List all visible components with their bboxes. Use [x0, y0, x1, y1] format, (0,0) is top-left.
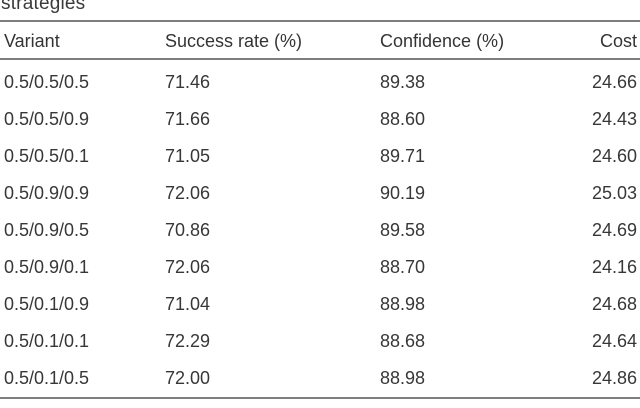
cell-confidence: 88.68	[380, 331, 426, 351]
cell-variant: 0.5/0.5/0.9	[4, 109, 90, 129]
cell-success-rate: 72.00	[165, 368, 211, 388]
column-header-success-rate: Success rate (%)	[165, 31, 303, 51]
cell-cost: 25.03	[592, 183, 638, 203]
cell-cost: 24.69	[592, 220, 638, 240]
cell-confidence: 90.19	[380, 183, 426, 203]
cell-success-rate: 71.66	[165, 109, 211, 129]
cell-variant: 0.5/0.5/0.5	[4, 72, 90, 92]
table-row: 0.5/0.9/0.9 72.06 90.19 25.03	[0, 175, 640, 212]
cell-confidence: 88.98	[380, 368, 426, 388]
cell-cost: 24.16	[592, 257, 638, 277]
table-row: 0.5/0.9/0.5 70.86 89.58 24.69	[0, 212, 640, 249]
cell-variant: 0.5/0.1/0.1	[4, 331, 90, 351]
cell-confidence: 89.71	[380, 146, 426, 166]
table-caption-text: strategies	[1, 0, 86, 14]
table-row: 0.5/0.9/0.1 72.06 88.70 24.16	[0, 249, 640, 286]
cell-success-rate: 72.06	[165, 183, 211, 203]
table-row: 0.5/0.5/0.9 71.66 88.60 24.43	[0, 101, 640, 138]
cell-variant: 0.5/0.5/0.1	[4, 146, 90, 166]
cell-cost: 24.86	[592, 368, 638, 388]
table-row: 0.5/0.1/0.5 72.00 88.98 24.86	[0, 360, 640, 397]
cell-variant: 0.5/0.1/0.9	[4, 294, 90, 314]
cell-variant: 0.5/0.9/0.1	[4, 257, 90, 277]
bottom-rule	[0, 397, 640, 399]
cell-confidence: 88.60	[380, 109, 426, 129]
cell-success-rate: 72.29	[165, 331, 211, 351]
cell-cost: 24.64	[592, 331, 638, 351]
cell-variant: 0.5/0.1/0.5	[4, 368, 90, 388]
paper-table-figure: strategies Variant Success rate (%) Conf…	[0, 0, 640, 399]
top-rule	[0, 20, 640, 22]
cell-cost: 24.66	[592, 72, 638, 92]
column-header-cost: Cost	[599, 31, 637, 51]
table-row: 0.5/0.5/0.5 71.46 89.38 24.66	[0, 64, 640, 101]
table-row: 0.5/0.1/0.9 71.04 88.98 24.68	[0, 286, 640, 323]
cell-variant: 0.5/0.9/0.9	[4, 183, 90, 203]
table-header-row: Variant Success rate (%) Confidence (%) …	[0, 22, 640, 58]
column-header-confidence: Confidence (%)	[380, 31, 505, 51]
table-caption: strategies	[0, 0, 640, 20]
cell-confidence: 89.58	[380, 220, 426, 240]
cell-success-rate: 71.04	[165, 294, 211, 314]
table-row: 0.5/0.5/0.1 71.05 89.71 24.60	[0, 138, 640, 175]
cell-success-rate: 70.86	[165, 220, 211, 240]
cell-confidence: 88.98	[380, 294, 426, 314]
cell-success-rate: 71.46	[165, 72, 211, 92]
cell-cost: 24.68	[592, 294, 638, 314]
cell-variant: 0.5/0.9/0.5	[4, 220, 90, 240]
cell-success-rate: 71.05	[165, 146, 211, 166]
cell-confidence: 88.70	[380, 257, 426, 277]
table-body: 0.5/0.5/0.5 71.46 89.38 24.66 0.5/0.5/0.…	[0, 60, 640, 397]
cell-success-rate: 72.06	[165, 257, 211, 277]
cell-cost: 24.43	[592, 109, 638, 129]
table-row: 0.5/0.1/0.1 72.29 88.68 24.64	[0, 323, 640, 360]
cell-confidence: 89.38	[380, 72, 426, 92]
header-rule	[0, 58, 640, 60]
column-header-variant: Variant	[4, 31, 60, 51]
cell-cost: 24.60	[592, 146, 638, 166]
